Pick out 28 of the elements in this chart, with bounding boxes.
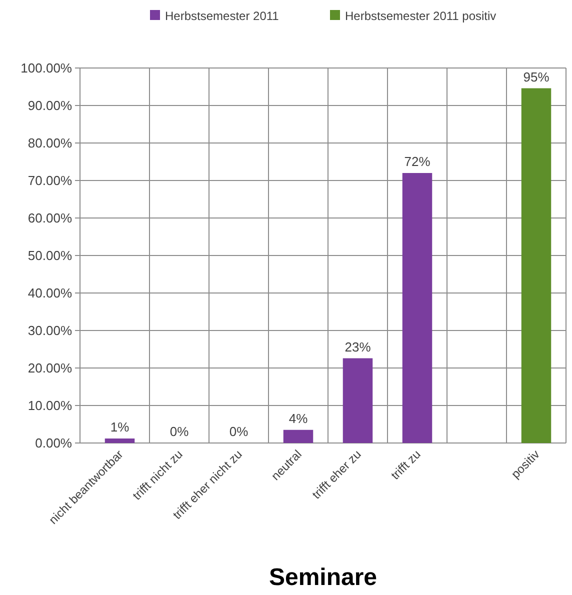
x-axis-title: Seminare xyxy=(268,564,378,591)
x-tick-label: trifft eher zu xyxy=(309,447,364,502)
data-label: 0% xyxy=(170,424,190,439)
legend-label: Herbstsemester 2011 xyxy=(165,9,280,24)
data-label: 72% xyxy=(404,154,431,169)
y-tick-label: 100.00% xyxy=(20,60,72,76)
bar xyxy=(521,88,552,443)
y-tick-label: 20.00% xyxy=(28,360,72,376)
y-tick-label: 60.00% xyxy=(28,210,72,226)
y-tick-label: 30.00% xyxy=(28,323,72,338)
data-label: 95% xyxy=(523,69,550,84)
data-label: 0% xyxy=(229,424,249,439)
y-tick-label: 40.00% xyxy=(28,286,72,301)
y-tick-label: 0.00% xyxy=(35,436,72,451)
data-label: 4% xyxy=(288,410,308,426)
y-tick-label: 10.00% xyxy=(28,398,72,414)
bar xyxy=(104,438,135,443)
y-tick-label: 70.00% xyxy=(28,173,72,188)
data-label: 23% xyxy=(344,339,372,354)
y-tick-label: 90.00% xyxy=(28,98,72,114)
data-label: 1% xyxy=(110,420,130,434)
y-tick-label: 80.00% xyxy=(28,136,72,151)
legend-label: Herbstsemester 2011 positiv xyxy=(345,9,496,24)
bar xyxy=(342,358,373,443)
bar xyxy=(283,430,314,443)
x-tick-label: trifft zu xyxy=(388,447,424,482)
bar xyxy=(402,173,432,443)
y-tick-label: 50.00% xyxy=(28,248,72,264)
